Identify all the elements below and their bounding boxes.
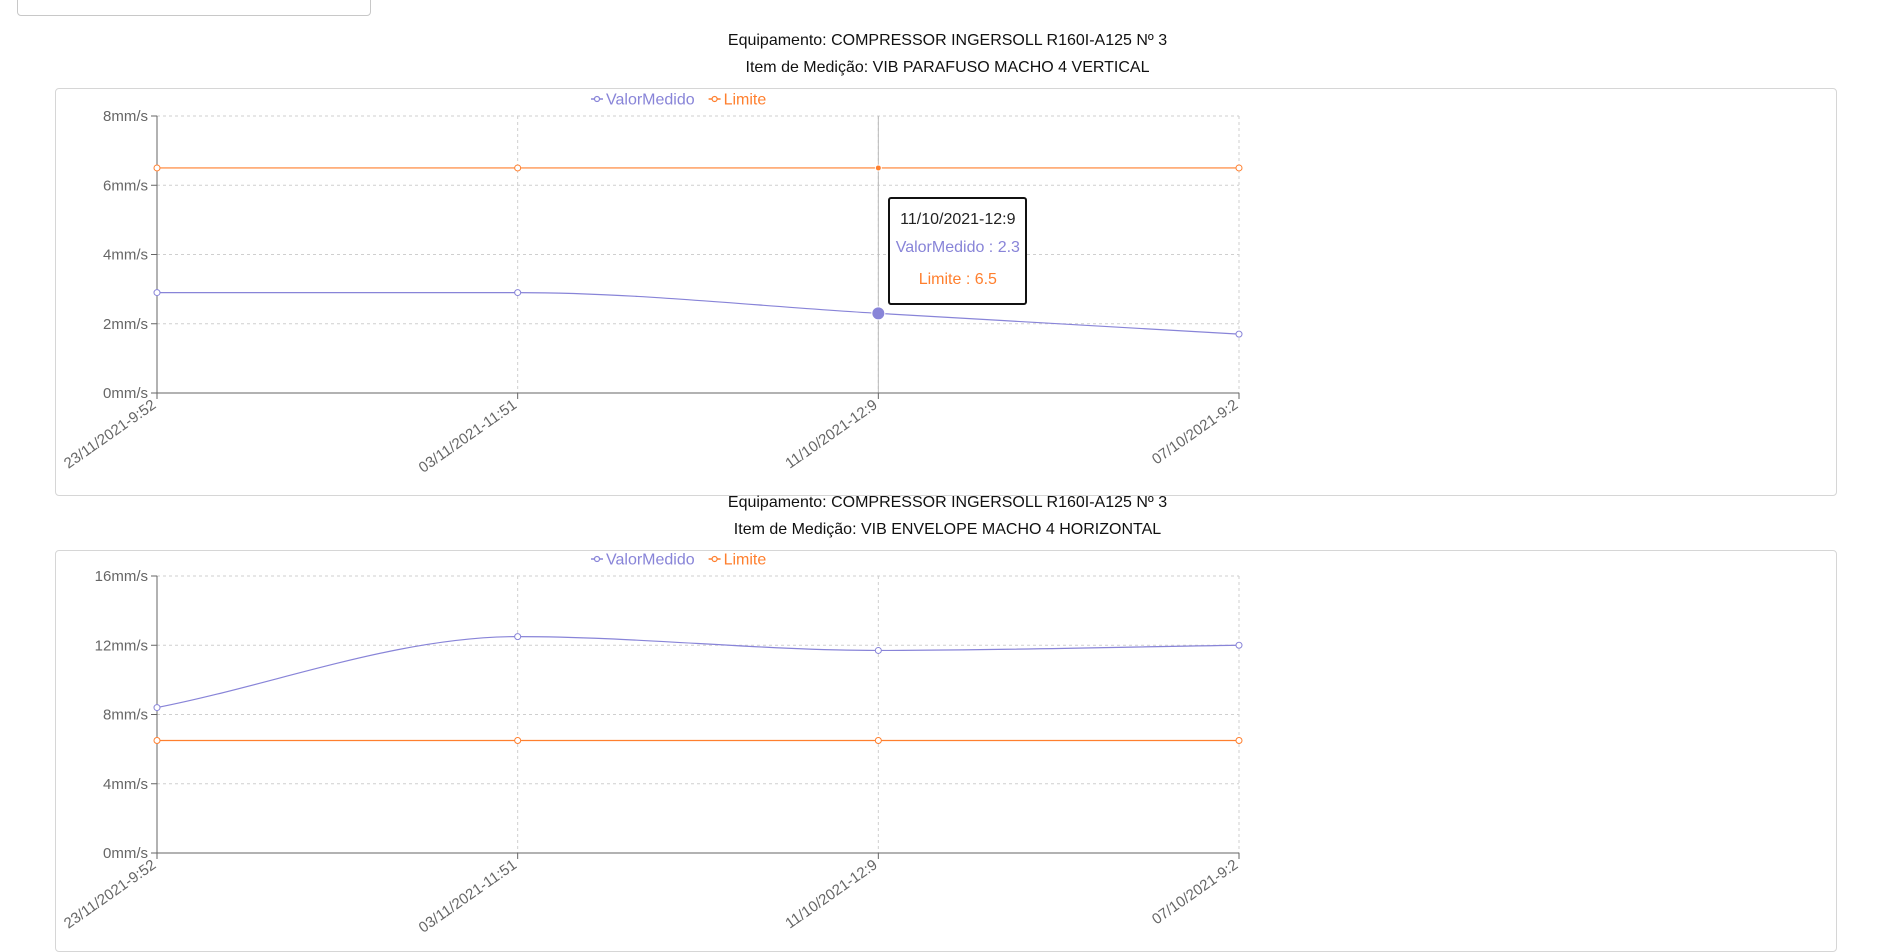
- chart-2-valormedido-point: [1235, 641, 1243, 649]
- chart-1-legend-valormedido-dot-icon: [593, 95, 601, 103]
- chart-2-x-tick-label: 03/11/2021-11:51: [416, 856, 520, 936]
- chart-2-legend-limite-dot-icon: [711, 555, 718, 563]
- chart-1-item-title: Item de Medição: VIB PARAFUSO MACHO 4 VE…: [745, 59, 1150, 76]
- chart-2-y-tick-label: 4mm/s: [103, 776, 148, 793]
- chart-1-limite-point: [514, 164, 522, 172]
- chart-1-y-tick-label: 2mm/s: [103, 316, 148, 333]
- chart-1-valormedido-point: [514, 289, 522, 297]
- chart-1-limite-point: [1235, 164, 1243, 172]
- chart-1-valormedido-point: [1235, 330, 1243, 338]
- chart-2-limite-point: [514, 736, 522, 744]
- chart-2-legend-valormedido-dot-icon: [593, 555, 601, 563]
- chart-1-tooltip-limite: Limite : 6.5: [918, 271, 997, 288]
- chart-1-tooltip: 11/10/2021-12:9 ValorMedido : 2.3 Limite :…: [888, 197, 1028, 305]
- chart-1-svg: 0mm/s 2mm/s 4mm/s 6mm/s 8mm/s 23/11/2021-9:52…: [61, 92, 1243, 476]
- chart-2-x-tick-label: 07/10/2021-9:2: [1149, 856, 1241, 928]
- chart-2-container: 0mm/s 4mm/s 8mm/s 12mm/s 16mm/s 23/11/2021-9:…: [55, 550, 1837, 952]
- chart-2-y-tick-label: 8mm/s: [103, 707, 148, 724]
- chart-1-x-tick-label: 03/11/2021-11:51: [416, 396, 520, 476]
- chart-1-valormedido-line: [157, 291, 1240, 335]
- chart-1-y-tick-label: 6mm/s: [103, 177, 148, 194]
- chart-1-legend-valormedido: ValorMedido: [591, 92, 695, 109]
- chart-2-valormedido-point: [514, 633, 522, 641]
- chart-1-legend-limite-dot-icon: [711, 95, 718, 103]
- chart-1-tooltip-label: 11/10/2021-12:9: [900, 211, 1016, 228]
- chart-2-legend-limite-label: Limite: [724, 552, 767, 569]
- chart-2-x-tick-label: 23/11/2021-9:52: [61, 856, 159, 932]
- chart-1-legend-limite-label: Limite: [724, 92, 767, 109]
- chart-1-valormedido-point: [153, 289, 161, 297]
- chart-1-valormedido-active-dot: [871, 306, 886, 321]
- chart-2-x-tick-label: 11/10/2021-12:9: [782, 856, 880, 932]
- chart-2-grid: [156, 575, 1240, 854]
- chart-1-y-tick-label: 8mm/s: [103, 108, 148, 125]
- chart-2-y-tick-label: 12mm/s: [95, 637, 148, 654]
- chart-2-limite-point: [153, 736, 161, 744]
- chart-1-tooltip-valormedido: ValorMedido : 2.3: [895, 239, 1020, 256]
- chart-1-legend-valormedido-label: ValorMedido: [606, 92, 695, 109]
- chart-2-legend-limite: Limite: [708, 552, 767, 569]
- chart-1-equipment-title: Equipamento: COMPRESSOR INGERSOLL R160I-…: [727, 32, 1168, 49]
- chart-1-y-tick-label: 4mm/s: [103, 247, 148, 264]
- chart-1-y-tick-label: 0mm/s: [103, 385, 148, 402]
- chart-1-legend-limite: Limite: [708, 92, 767, 109]
- chart-1-x-tick-label: 23/11/2021-9:52: [61, 396, 159, 472]
- chart-2-equipment-title: Equipamento: COMPRESSOR INGERSOLL R160I-…: [727, 494, 1168, 511]
- chart-2-y-tick-label: 16mm/s: [95, 568, 148, 585]
- chart-1-x-tick-label: 11/10/2021-12:9: [782, 396, 880, 472]
- chart-2-valormedido-point: [874, 646, 882, 654]
- chart-2-valormedido-line: [156, 635, 1240, 709]
- chart-2-limite-point: [874, 736, 882, 744]
- chart-2-limite-point: [1235, 736, 1243, 744]
- filter-input[interactable]: [17, 0, 371, 16]
- chart-1-container: 0mm/s 2mm/s 4mm/s 6mm/s 8mm/s 23/11/2021-9:52…: [55, 88, 1837, 496]
- chart-2-item-title: Item de Medição: VIB ENVELOPE MACHO 4 HO…: [733, 521, 1162, 538]
- chart-1-x-tick-label: 07/10/2021-9:2: [1149, 396, 1241, 468]
- chart-1-limite-active-dot: [874, 164, 882, 172]
- chart-2-legend-valormedido-label: ValorMedido: [606, 552, 695, 569]
- chart-2-valormedido-point: [153, 704, 161, 712]
- chart-2-legend-valormedido: ValorMedido: [591, 552, 695, 569]
- chart-1-limite-point: [153, 164, 161, 172]
- chart-2-svg: 0mm/s 4mm/s 8mm/s 12mm/s 16mm/s 23/11/2021-9:…: [61, 552, 1243, 936]
- chart-1-grid: [156, 115, 1240, 394]
- chart-2-y-tick-label: 0mm/s: [103, 845, 148, 862]
